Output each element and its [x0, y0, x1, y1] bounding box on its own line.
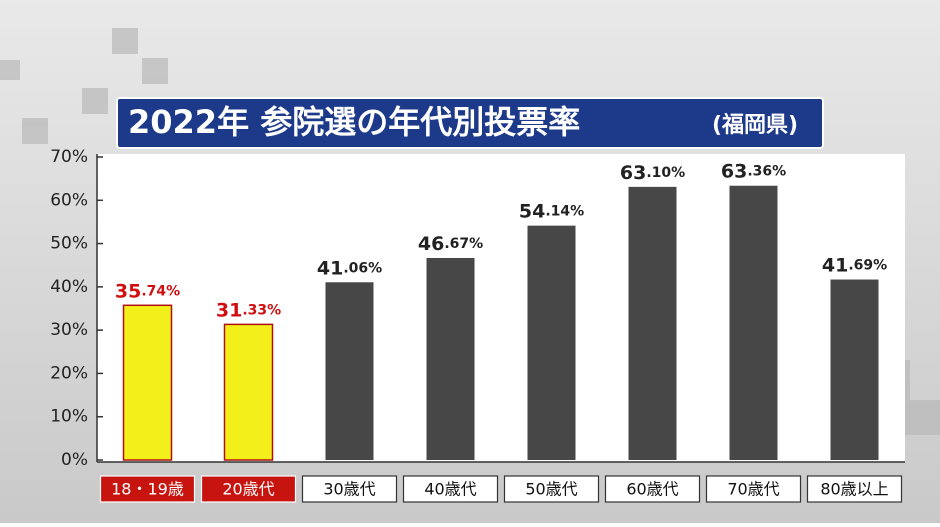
bar	[628, 186, 677, 461]
y-tick-label: 40%	[50, 277, 88, 297]
category-box	[402, 475, 499, 503]
y-tick-label: 20%	[50, 363, 88, 383]
x-tick-label: 40歳代	[424, 480, 476, 499]
value-label: 31.33%	[216, 299, 281, 321]
bar	[325, 282, 374, 460]
bar	[830, 279, 879, 460]
value-label: 63.36%	[721, 160, 786, 182]
x-tick-label: 70歳代	[727, 480, 779, 499]
value-label: 63.10%	[620, 161, 685, 183]
value-label: 41.69%	[822, 254, 887, 276]
y-tick-label: 60%	[50, 190, 88, 210]
y-tick-label: 10%	[50, 407, 88, 427]
bar	[223, 323, 274, 461]
bar	[729, 185, 778, 461]
value-label: 41.06%	[317, 257, 382, 279]
category-box	[604, 475, 701, 503]
x-tick-label: 80歳以上	[820, 480, 888, 499]
category-box	[200, 475, 297, 503]
y-tick-label: 70%	[50, 147, 88, 167]
y-tick-label: 50%	[50, 234, 88, 254]
title-box	[116, 97, 824, 149]
x-tick-label: 60歳代	[626, 480, 678, 499]
bar	[122, 304, 173, 461]
category-box	[99, 475, 196, 503]
chart-title: 2022年 参院選の年代別投票率	[128, 103, 580, 141]
bar	[426, 257, 475, 460]
x-tick-label: 50歳代	[525, 480, 577, 499]
x-tick-label: 20歳代	[222, 480, 274, 499]
category-box	[503, 475, 600, 503]
value-label: 54.14%	[519, 200, 584, 222]
chart-subtitle: (福岡県)	[712, 113, 798, 138]
category-box	[301, 475, 398, 503]
y-tick-label: 30%	[50, 320, 88, 340]
category-box	[806, 475, 903, 503]
value-label: 46.67%	[418, 232, 483, 254]
bar	[527, 225, 576, 460]
category-box	[705, 475, 802, 503]
value-label: 35.74%	[115, 280, 180, 302]
x-tick-label: 30歳代	[323, 480, 375, 499]
y-tick-label: 0%	[61, 450, 88, 470]
x-tick-label: 18・19歳	[111, 480, 184, 499]
